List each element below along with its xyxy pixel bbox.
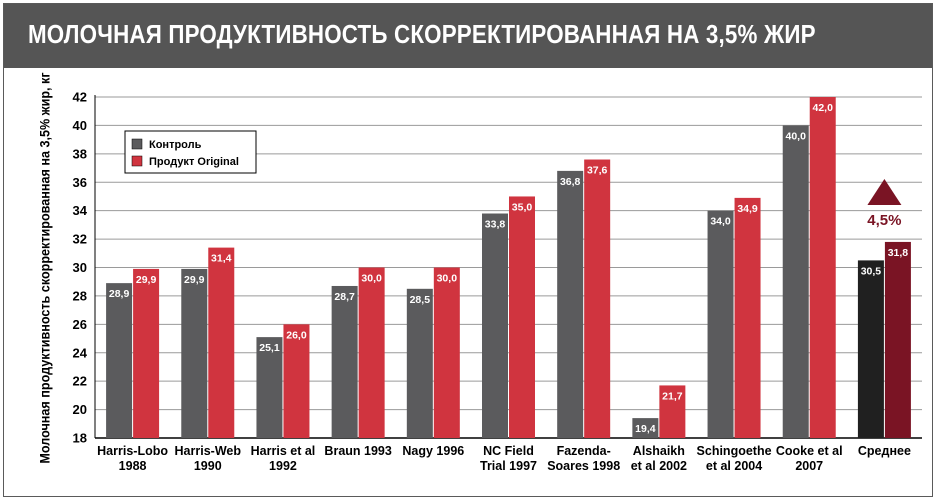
bar: [482, 213, 508, 438]
data-label: 30,0: [437, 273, 458, 285]
x-tick-label: Harris et al: [251, 444, 316, 458]
bar: [331, 285, 358, 438]
bar: [857, 260, 884, 438]
x-tick-label: Soares 1998: [547, 459, 620, 473]
y-tick-label: 42: [73, 90, 87, 105]
data-label: 34,9: [737, 203, 758, 215]
x-tick-label: Cooke et al: [776, 444, 843, 458]
y-tick-label: 24: [73, 345, 88, 360]
legend-label: Контроль: [149, 139, 202, 151]
y-tick-label: 32: [73, 232, 87, 247]
bar: [782, 125, 809, 439]
x-tick-label: Alshaikh: [633, 444, 685, 458]
bar: [734, 197, 761, 438]
data-label: 25,1: [259, 342, 280, 354]
chart-title: МОЛОЧНАЯ ПРОДУКТИВНОСТЬ СКОРРЕКТИРОВАННА…: [28, 19, 816, 49]
bar: [256, 337, 283, 438]
bar: [283, 324, 310, 438]
y-tick-label: 22: [73, 374, 87, 389]
x-tick-label: Schingoethe: [697, 444, 772, 458]
data-label: 30,5: [861, 265, 882, 277]
x-tick-label: Harris-Lobo: [97, 444, 168, 458]
bar: [406, 288, 433, 438]
data-label: 35,0: [512, 201, 533, 213]
bar: [509, 196, 535, 438]
legend-label: Продукт Original: [149, 156, 239, 168]
data-label: 28,9: [109, 288, 130, 300]
bar: [208, 247, 235, 438]
bar: [358, 267, 385, 438]
bar: [133, 268, 160, 438]
legend-swatch: [131, 155, 143, 167]
x-tick-label: NC Field: [483, 444, 534, 458]
data-label: 36,8: [560, 176, 581, 188]
x-tick-label: et al 2004: [706, 459, 762, 473]
legend-box: [124, 130, 257, 174]
x-tick-label: Nagy 1996: [402, 444, 464, 458]
data-label: 31,8: [888, 247, 909, 259]
bar: [884, 241, 911, 438]
x-tick-label: 1992: [269, 459, 297, 473]
bar: [106, 283, 133, 438]
y-tick-label: 26: [73, 317, 87, 332]
bar: [809, 97, 836, 438]
data-label: 29,9: [136, 274, 157, 286]
x-tick-label: et al 2002: [631, 459, 687, 473]
bar: [557, 170, 584, 438]
y-tick-label: 34: [73, 203, 88, 218]
x-tick-label: Fazenda-: [557, 444, 611, 458]
data-label: 21,7: [662, 390, 683, 402]
x-tick-label: Braun 1993: [324, 444, 391, 458]
y-tick-label: 30: [73, 260, 87, 275]
data-label: 34,0: [710, 216, 731, 228]
data-label: 40,0: [786, 130, 807, 142]
x-tick-label: 1990: [194, 459, 222, 473]
y-tick-label: 20: [73, 402, 87, 417]
title-banner: МОЛОЧНАЯ ПРОДУКТИВНОСТЬ СКОРРЕКТИРОВАННА…: [4, 4, 932, 68]
up-triangle-icon: [867, 179, 902, 205]
x-tick-label: Harris-Web: [175, 444, 242, 458]
data-label: 42,0: [813, 102, 834, 114]
bar: [181, 268, 208, 438]
data-label: 31,4: [211, 253, 232, 265]
bar: [707, 210, 734, 438]
legend-swatch: [131, 138, 143, 150]
y-tick-label: 28: [73, 288, 87, 303]
x-tick-label: Среднее: [858, 444, 911, 458]
bar: [433, 267, 460, 438]
x-tick-label: 1988: [119, 459, 147, 473]
data-label: 26,0: [286, 329, 307, 341]
data-label: 29,9: [184, 274, 205, 286]
y-tick-label: 40: [73, 118, 87, 133]
bar: [659, 385, 686, 438]
bar: [584, 159, 611, 438]
data-label: 33,8: [485, 219, 506, 231]
data-label: 28,5: [410, 294, 431, 306]
x-tick-label: Trial 1997: [480, 459, 537, 473]
data-label: 19,4: [635, 423, 656, 435]
data-label: 37,6: [587, 165, 608, 177]
y-tick-label: 18: [73, 431, 87, 446]
data-label: 30,0: [361, 273, 382, 285]
data-label: 28,7: [334, 291, 355, 303]
x-tick-label: 2007: [795, 459, 823, 473]
change-percent-label: 4,5%: [867, 212, 901, 229]
y-tick-label: 38: [73, 146, 87, 161]
bar: [632, 418, 659, 438]
y-tick-label: 36: [73, 175, 87, 190]
